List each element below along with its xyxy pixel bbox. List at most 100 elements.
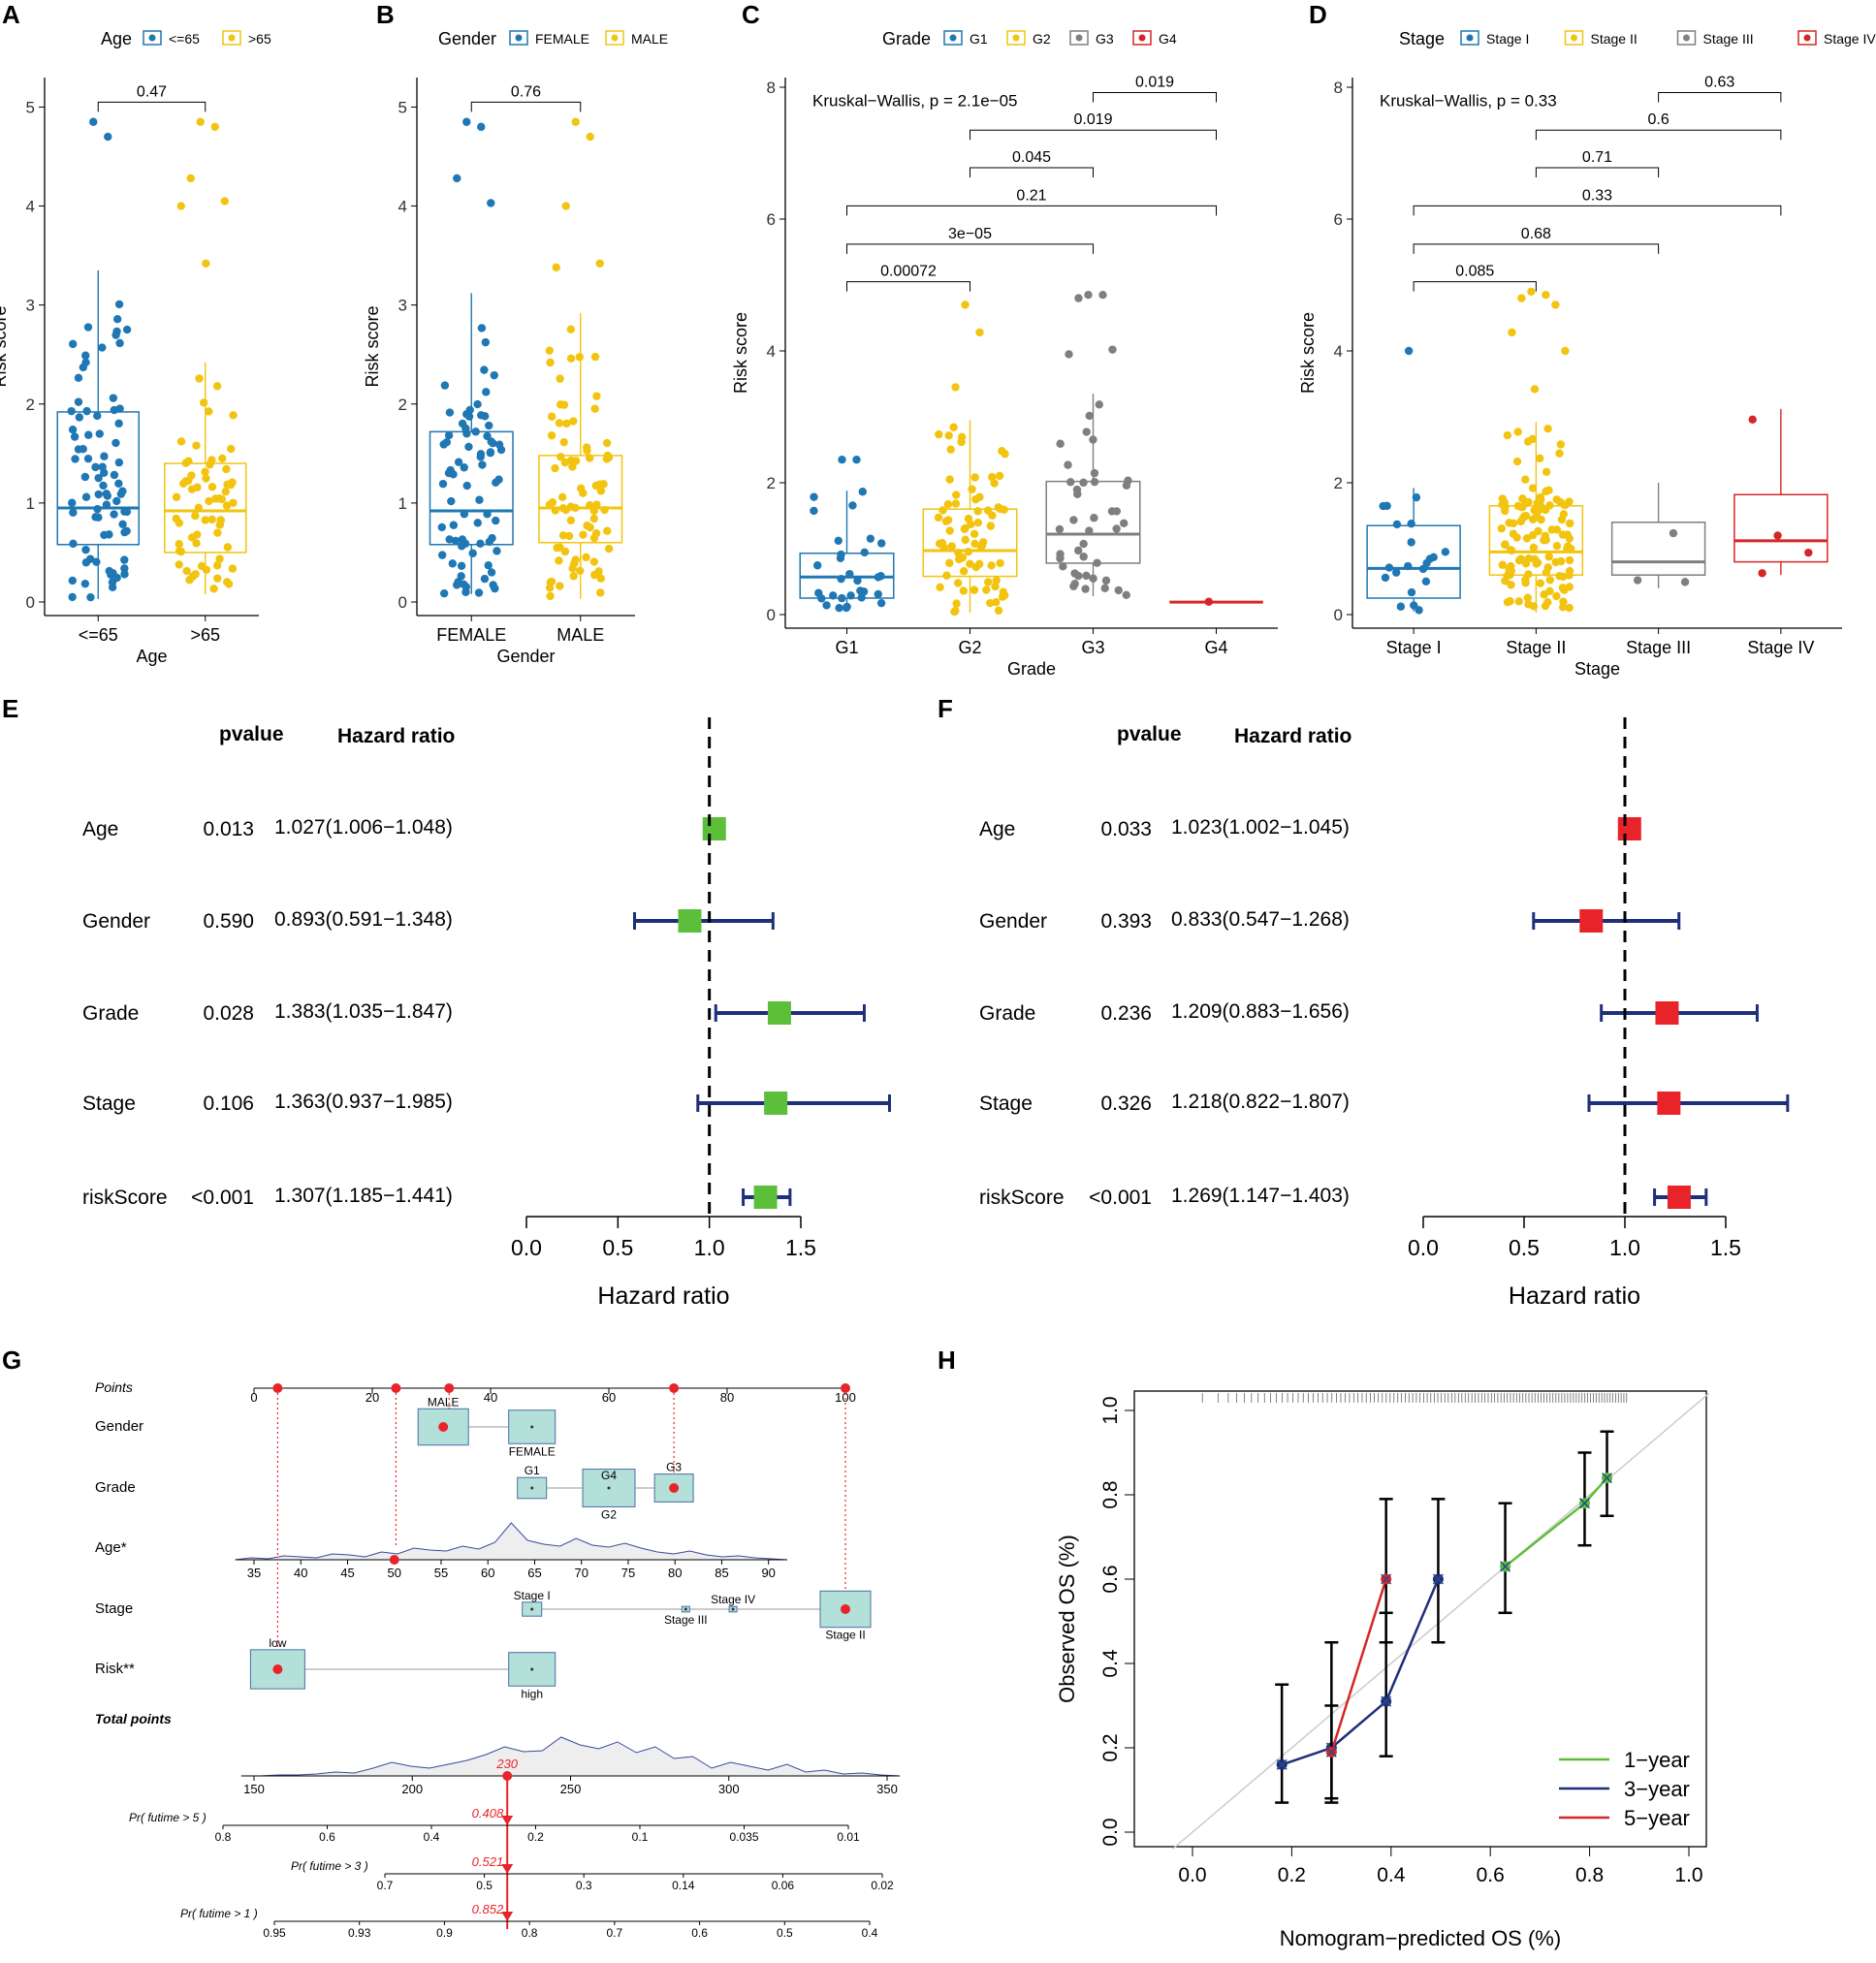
data-point <box>1513 427 1522 436</box>
outlier-point <box>220 197 229 206</box>
outlier-point <box>595 259 604 268</box>
data-point <box>216 516 226 525</box>
data-point <box>1082 571 1091 581</box>
data-point <box>1566 519 1574 528</box>
selected-points-marker <box>841 1383 850 1393</box>
row-variable: Gender <box>82 910 150 933</box>
data-point <box>490 370 499 380</box>
x-axis-title: Nomogram−predicted OS (%) <box>1280 1926 1561 1950</box>
comparison-pvalue: 3e−05 <box>948 226 992 242</box>
total-tick-label: 300 <box>718 1782 740 1796</box>
data-point <box>1407 520 1415 528</box>
data-point <box>957 437 966 447</box>
legend-key-dot <box>148 34 156 42</box>
data-point <box>213 528 222 537</box>
data-point <box>448 559 457 568</box>
data-point <box>1518 502 1527 512</box>
y-tick-label: 1 <box>398 494 407 513</box>
data-point <box>114 300 124 309</box>
data-point <box>92 557 101 566</box>
legend-label: >65 <box>248 31 271 47</box>
stage-category-dot <box>684 1607 687 1611</box>
row-label-total: Total points <box>95 1711 172 1726</box>
calibration-cross <box>1500 1561 1511 1572</box>
grade-category-dot <box>530 1486 534 1490</box>
data-point <box>191 511 200 521</box>
data-point <box>477 324 487 332</box>
points-tick-label: 20 <box>366 1390 379 1405</box>
data-point <box>468 549 477 557</box>
data-point <box>221 488 231 496</box>
data-point <box>205 407 213 416</box>
data-point <box>1804 548 1813 557</box>
legend-key-dot <box>1075 34 1083 42</box>
comparison-pvalue: 0.33 <box>1582 187 1612 204</box>
x-tick-label: 1.5 <box>785 1235 816 1260</box>
pr3-tick-label: 0.5 <box>476 1879 493 1892</box>
pr3-tick-label: 0.7 <box>377 1879 394 1892</box>
y-tick-label: 2 <box>767 474 776 492</box>
comparison-pvalue: 0.019 <box>1073 111 1112 128</box>
data-point <box>817 594 826 603</box>
box-iqr <box>922 508 1018 578</box>
data-point <box>462 429 471 438</box>
pr5-tick-label: 0.4 <box>424 1830 440 1844</box>
data-point <box>1114 586 1123 595</box>
data-point <box>837 574 845 584</box>
data-point <box>122 507 132 517</box>
x-axis-title: Hazard ratio <box>1509 1282 1640 1310</box>
data-point <box>1524 554 1534 563</box>
outlier-point <box>1551 301 1560 309</box>
data-point <box>1421 577 1431 586</box>
pr3-arrow <box>501 1864 514 1874</box>
x-axis-title: Hazard ratio <box>597 1282 729 1310</box>
row-variable: Stage <box>979 1092 1033 1115</box>
data-point <box>935 429 943 439</box>
data-point <box>596 487 606 495</box>
selected-points-marker <box>669 1383 680 1393</box>
data-point <box>590 570 599 580</box>
data-point <box>986 522 996 530</box>
outlier-point <box>453 174 461 183</box>
data-point <box>91 462 100 472</box>
legend-label: G1 <box>970 31 988 47</box>
data-point <box>1524 497 1533 507</box>
y-tick-label: 6 <box>1334 210 1343 229</box>
data-point <box>207 456 216 464</box>
data-point <box>556 374 564 383</box>
legend-label: FEMALE <box>535 31 589 47</box>
outlier-point <box>1542 291 1550 300</box>
data-point <box>1552 495 1561 504</box>
grade-category-label: G2 <box>601 1507 617 1521</box>
x-tick-label: 0.2 <box>1278 1864 1306 1886</box>
outlier-point <box>1098 291 1107 300</box>
data-point <box>992 576 1001 585</box>
grade-category-dot <box>607 1486 611 1490</box>
data-point <box>69 508 78 517</box>
pr5-tick-label: 0.6 <box>319 1830 335 1844</box>
legend-label: Stage IV <box>1824 31 1876 47</box>
data-point <box>102 500 111 509</box>
data-point <box>1056 550 1065 558</box>
data-point <box>877 539 886 548</box>
data-point <box>838 593 846 603</box>
data-point <box>1498 500 1507 509</box>
panel-letter-c: C <box>742 0 760 29</box>
age-tick-label: 45 <box>340 1566 354 1580</box>
age-selected-marker <box>389 1555 399 1565</box>
selected-points-marker <box>391 1383 401 1393</box>
x-tick-label: 0.8 <box>1575 1864 1604 1886</box>
data-point <box>968 485 976 493</box>
row-pvalue: 0.590 <box>203 910 254 933</box>
data-point <box>1540 536 1548 545</box>
total-tick-label: 350 <box>876 1782 898 1796</box>
data-point <box>576 566 585 575</box>
data-point <box>600 505 609 515</box>
legend-label: G2 <box>1033 31 1051 47</box>
data-point <box>80 579 90 588</box>
data-point <box>1565 566 1574 576</box>
age-tick-label: 75 <box>621 1566 635 1580</box>
data-point <box>951 499 961 508</box>
row-pvalue: <0.001 <box>1089 1187 1152 1209</box>
